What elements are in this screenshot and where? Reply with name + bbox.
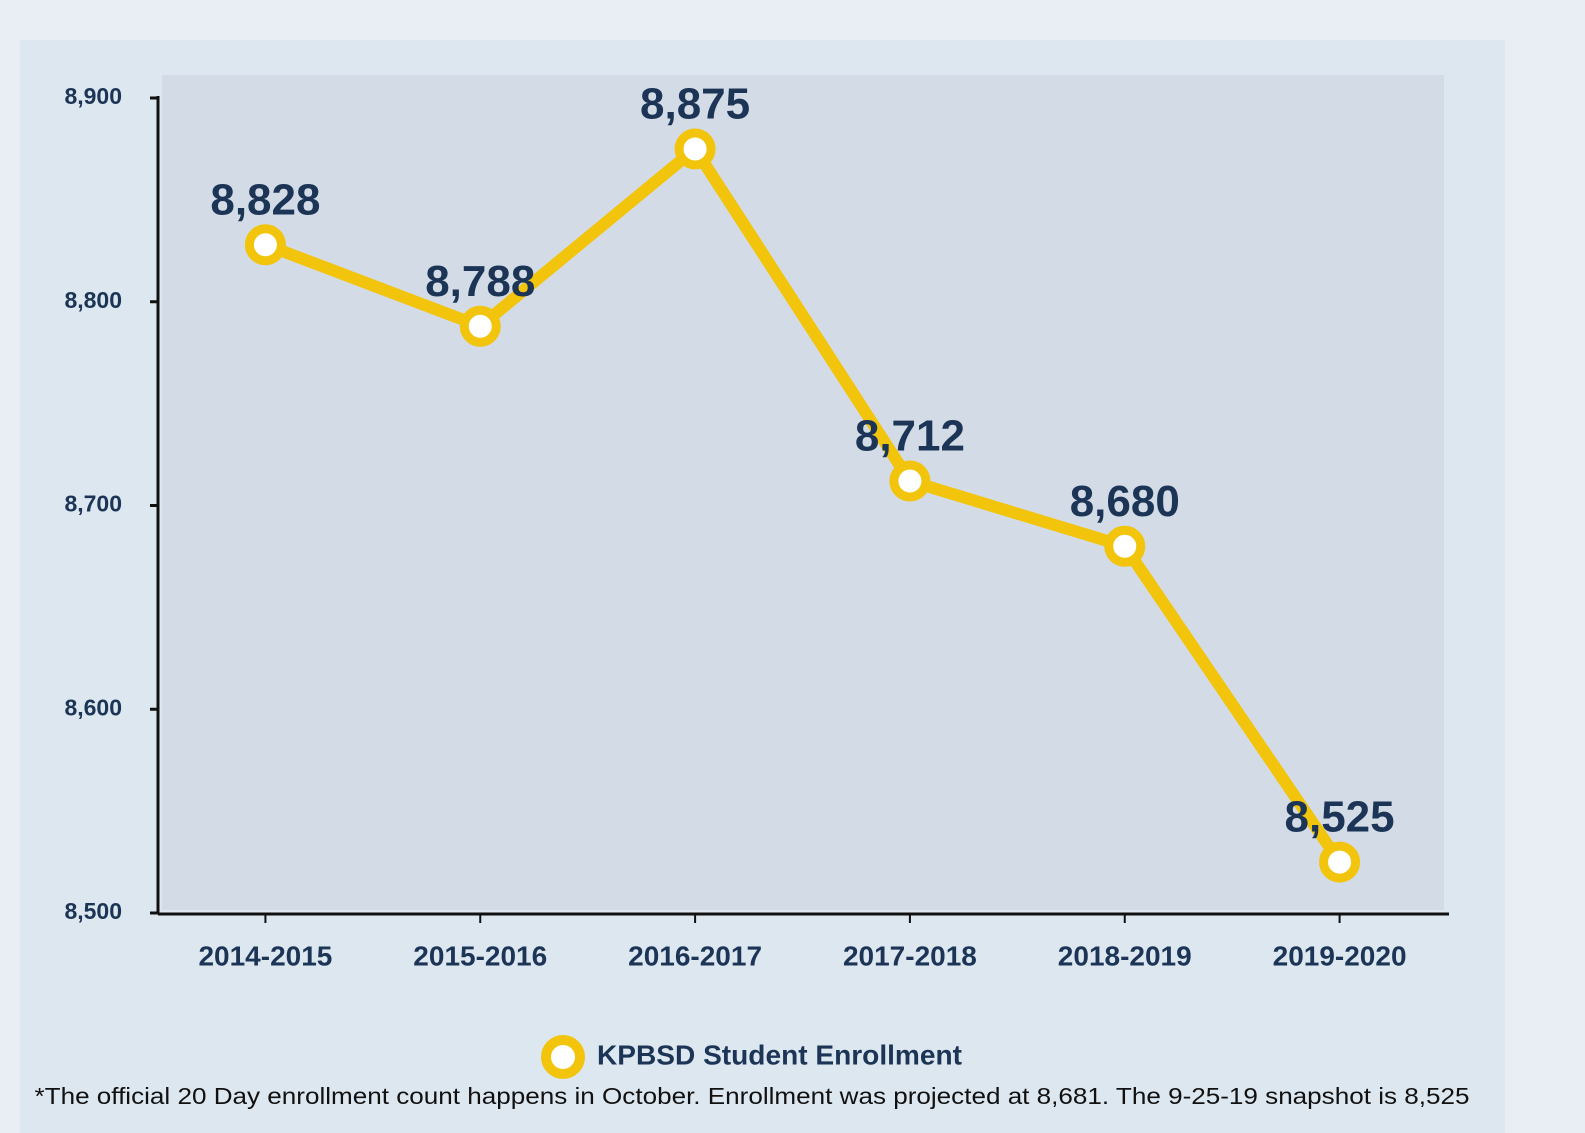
value-label: 8,680 <box>1070 477 1180 526</box>
marker <box>889 460 931 502</box>
value-label: 8,712 <box>855 412 965 461</box>
x-tick-label: 2017-2018 <box>843 940 977 971</box>
marker <box>244 224 286 266</box>
y-tick-label: 8,900 <box>64 83 122 109</box>
legend-marker <box>541 1035 585 1079</box>
y-tick-label: 8,500 <box>64 898 122 924</box>
x-tick-label: 2014-2015 <box>198 940 332 971</box>
y-tick-label: 8,600 <box>64 694 122 720</box>
photo-area <box>162 75 1444 910</box>
legend-label: KPBSD Student Enrollment <box>597 1039 962 1070</box>
y-tick-label: 8,800 <box>64 287 122 313</box>
line <box>263 142 1345 866</box>
x-tick-label: 2015-2016 <box>413 940 547 971</box>
value-label: 8,828 <box>210 175 320 224</box>
value-label: 8,875 <box>640 80 750 129</box>
marker <box>674 128 716 170</box>
y-tick-label: 8,700 <box>64 491 122 517</box>
x-tick-label: 2016-2017 <box>628 940 762 971</box>
footnote: *The official 20 Day enrollment count ha… <box>35 1083 1470 1109</box>
marker <box>1319 841 1361 883</box>
x-tick-label: 2018-2019 <box>1058 940 1192 971</box>
value-label: 8,525 <box>1285 793 1395 842</box>
marker <box>1104 525 1146 567</box>
marker <box>459 305 501 347</box>
x-tick-label: 2019-2020 <box>1273 940 1407 971</box>
value-label: 8,788 <box>425 257 535 306</box>
